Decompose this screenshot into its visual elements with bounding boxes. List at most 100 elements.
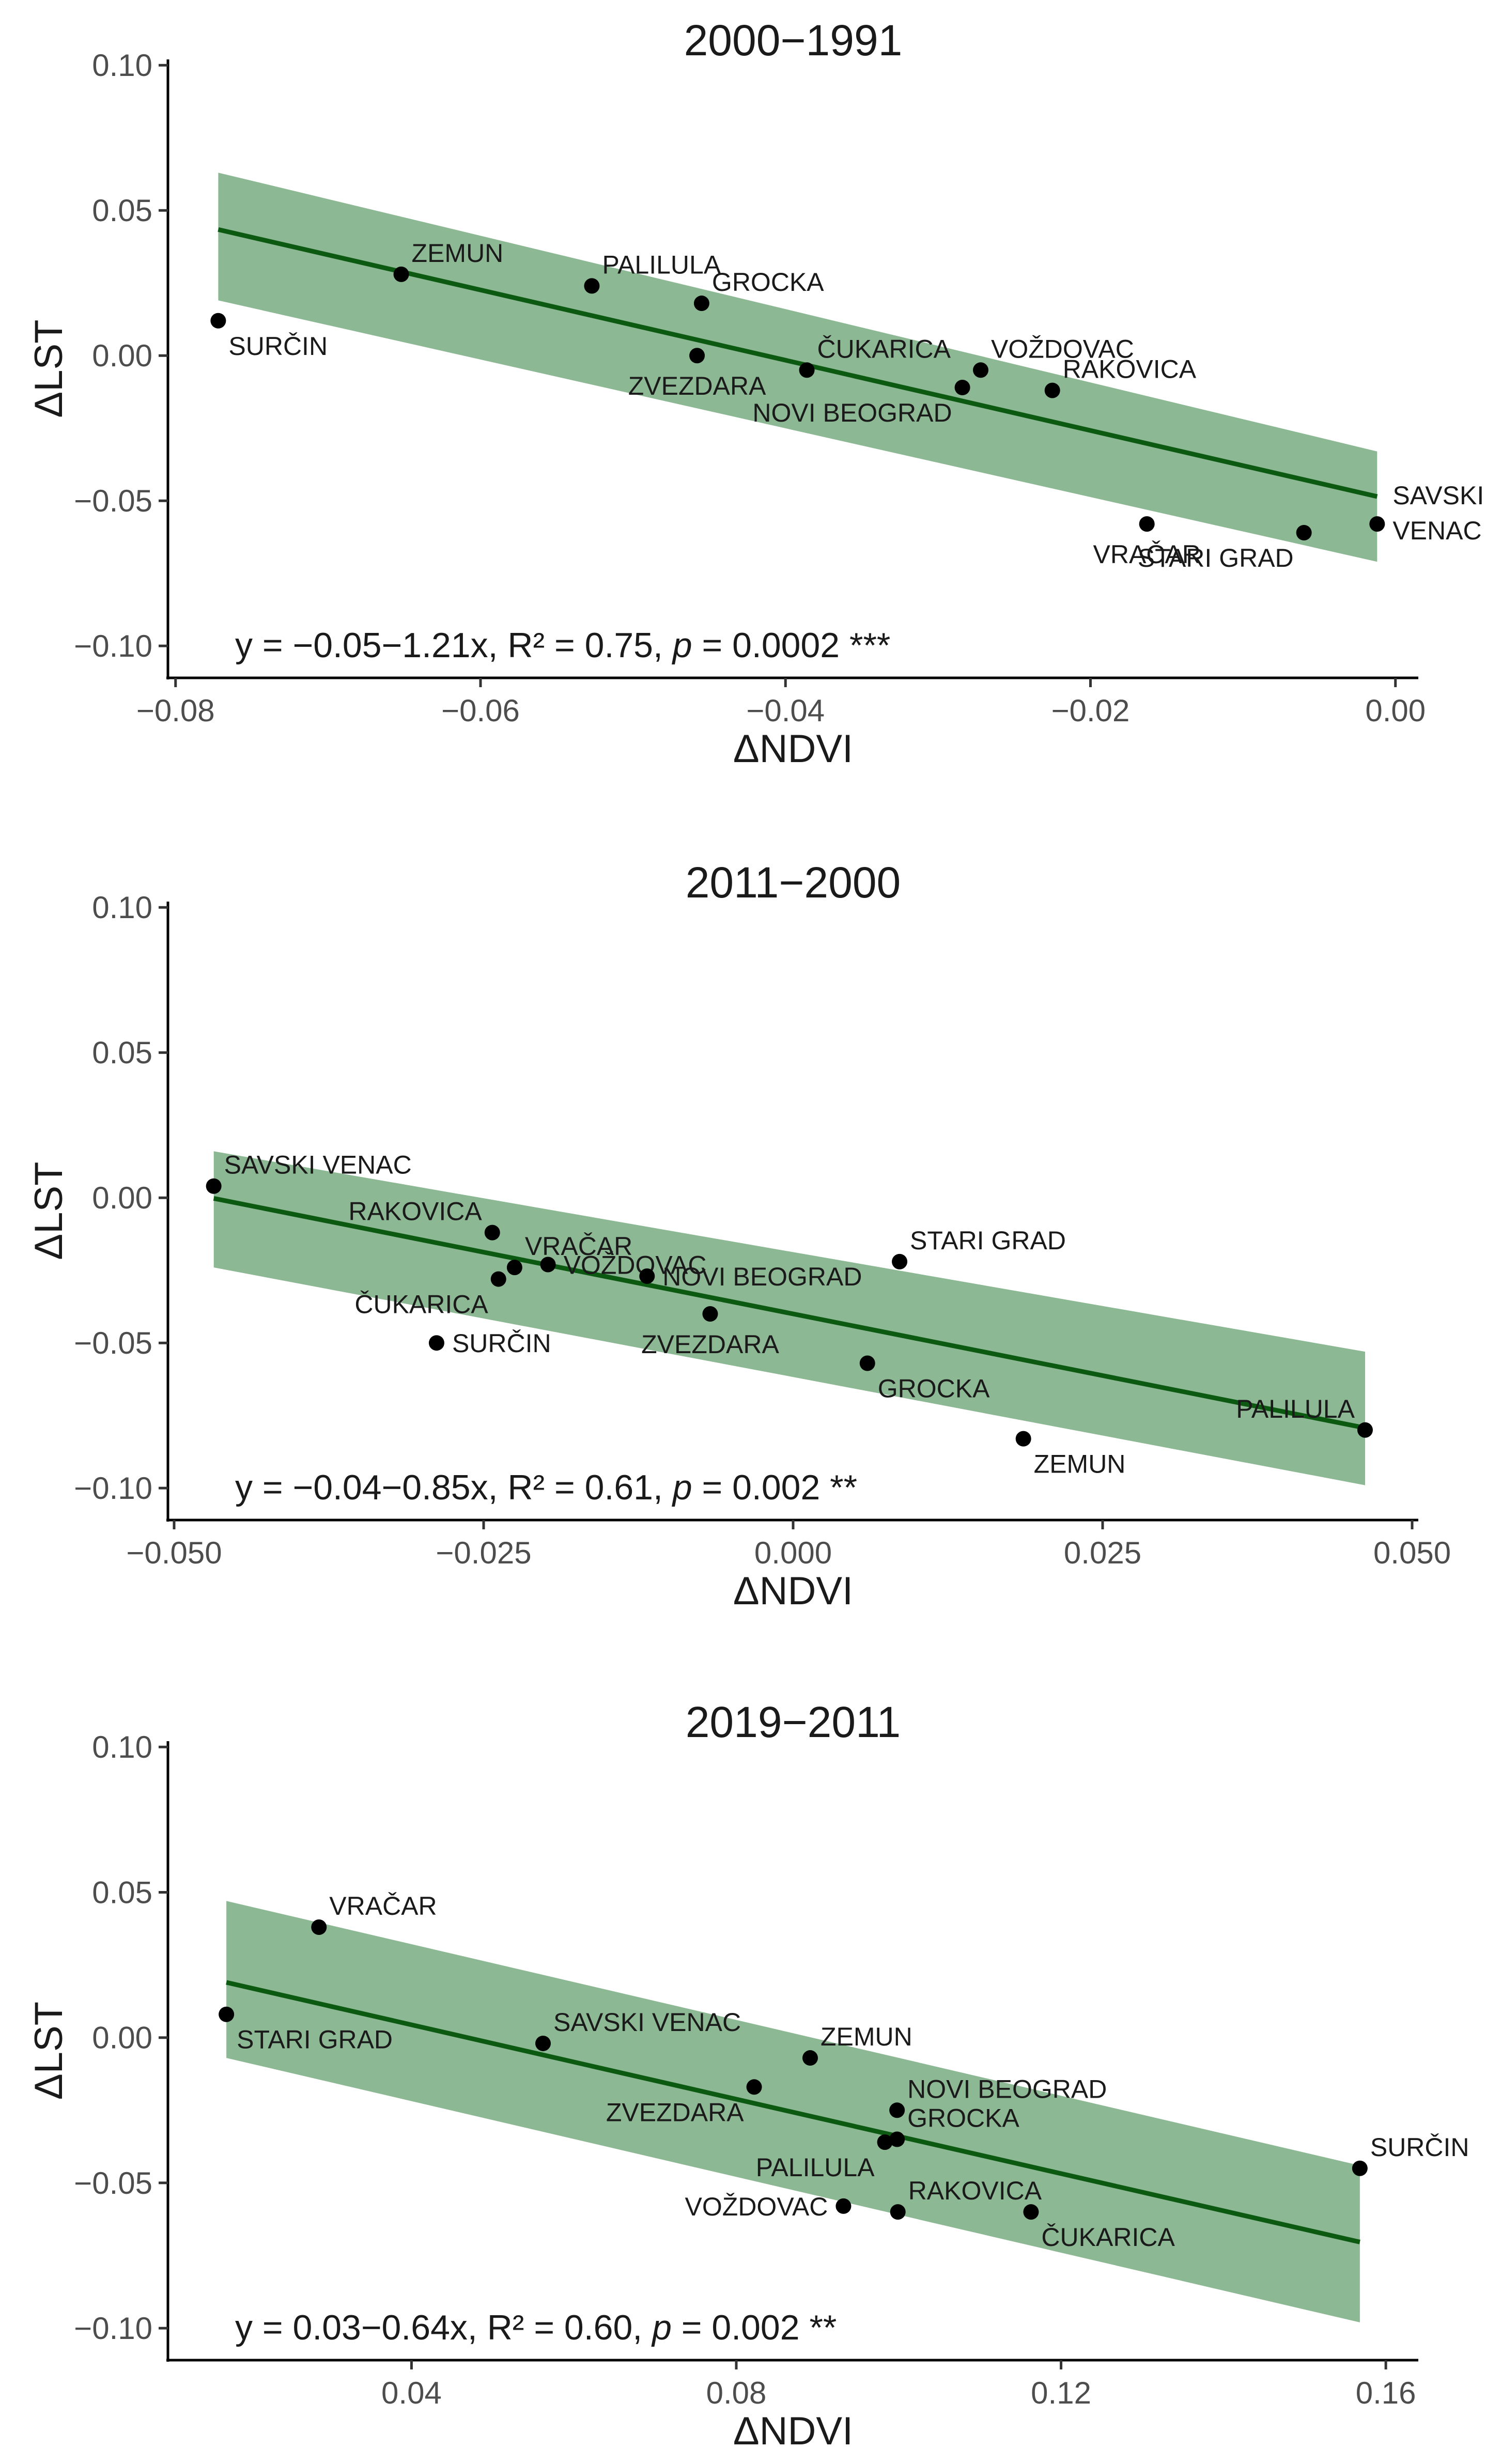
- data-point-novi-beograd: [639, 1268, 655, 1284]
- data-point-savski-venac: [206, 1178, 222, 1194]
- data-point-zemun: [1015, 1431, 1031, 1447]
- x-tick-label: 0.025: [1064, 1536, 1141, 1570]
- y-axis-title: ΔLST: [27, 319, 71, 417]
- regression-line: [226, 1980, 1360, 2244]
- data-point-savski-venac: [535, 2035, 551, 2051]
- x-tick-label: 0.12: [1031, 2376, 1091, 2410]
- point-label-vra-ar: VRAČAR: [525, 1232, 632, 1261]
- point-label-vo-dovac: VOŽDOVAC: [685, 2192, 828, 2221]
- data-point-rakovica: [890, 2204, 906, 2220]
- regression-line: [218, 227, 1378, 499]
- chart-panel-3: 0.10 0.05 0.00 −0.05 −0.10 0.04 0.08 0.12 0.16 20…: [27, 1698, 1469, 2453]
- y-axis-title: ΔLST: [27, 2002, 71, 2100]
- y-axis-title: ΔLST: [27, 1161, 71, 1260]
- y-tick-label: −0.10: [74, 2311, 152, 2346]
- data-point-vo-dovac: [835, 2198, 852, 2214]
- data-point-stari-grad: [219, 2006, 235, 2022]
- data-point-rakovica: [484, 1225, 500, 1241]
- y-tick-label: 0.10: [92, 1730, 152, 1764]
- point-label-stari-grad: STARI GRAD: [910, 1226, 1066, 1255]
- x-tick-label: 0.050: [1373, 1536, 1451, 1570]
- data-point-ukarica: [490, 1271, 506, 1287]
- data-point-palilula: [877, 2134, 893, 2150]
- point-label-zemun: ZEMUN: [1034, 1450, 1126, 1479]
- confidence-band: [218, 173, 1377, 562]
- data-point-vra-ar: [1139, 516, 1155, 532]
- y-tick-label: −0.05: [74, 2166, 152, 2200]
- point-label-vra-ar: VRAČAR: [329, 1892, 437, 1920]
- chart-title: 2000−1991: [684, 16, 903, 65]
- data-point-novi-beograd: [954, 380, 970, 396]
- chart-panel-1: 0.10 0.05 0.00 −0.05 −0.10 −0.08 −0.06 −0.04 −0.…: [27, 16, 1484, 771]
- data-point-sur-in: [210, 313, 226, 329]
- data-point-zvezdara: [746, 2079, 762, 2095]
- point-label-zemun: ZEMUN: [821, 2022, 912, 2051]
- x-tick-label: −0.02: [1051, 693, 1130, 728]
- chart-title: 2019−2011: [686, 1698, 901, 1746]
- x-tick-label: −0.025: [436, 1536, 531, 1570]
- point-label-savski-venac: SAVSKI VENAC: [553, 2008, 741, 2037]
- point-label-palilula: PALILULA: [756, 2153, 875, 2182]
- y-tick-label: 0.10: [92, 48, 152, 83]
- point-label-sur-in: SURČIN: [1370, 2133, 1469, 2162]
- x-tick-label: 0.04: [381, 2376, 442, 2410]
- confidence-band: [213, 1151, 1366, 1485]
- point-label-novi-beograd: NOVI BEOGRAD: [662, 1262, 862, 1291]
- point-label-zvezdara: ZVEZDARA: [606, 2098, 744, 2127]
- chart-panel-2: 0.10 0.05 0.00 −0.05 −0.10 −0.050 −0.025 0.000 0…: [27, 858, 1451, 1613]
- point-label-rakovica: RAKOVICA: [908, 2176, 1042, 2205]
- point-label-palilula: PALILULA: [1236, 1394, 1355, 1423]
- regression-equation: y = −0.05−1.21x, R² = 0.75, p = 0.0002 *…: [235, 626, 890, 665]
- point-label-ukarica: ČUKARICA: [354, 1290, 488, 1319]
- point-label-grocka: GROCKA: [878, 1374, 990, 1403]
- point-label-grocka: GROCKA: [907, 2104, 1019, 2133]
- data-point-sur-in: [428, 1335, 444, 1351]
- y-tick-label: −0.10: [74, 1471, 152, 1506]
- x-tick-label: −0.08: [136, 693, 215, 728]
- data-point-grocka: [859, 1355, 875, 1371]
- point-label-grocka: GROCKA: [712, 268, 824, 297]
- data-point-sur-in: [1352, 2160, 1368, 2176]
- data-point-palilula: [1357, 1422, 1373, 1438]
- x-axis-title: ΔNDVI: [733, 727, 853, 771]
- y-tick-label: 0.00: [92, 338, 152, 373]
- x-tick-label: 0.000: [754, 1536, 832, 1570]
- point-label-vo-dovac: VOŽDOVAC: [991, 334, 1134, 363]
- data-point-ukarica: [1023, 2204, 1039, 2220]
- point-label-sur-in: SURČIN: [228, 332, 328, 361]
- point-label-stari-grad: STARI GRAD: [237, 2025, 393, 2054]
- point-label-savski-venac: SAVSKI VENAC: [224, 1151, 412, 1180]
- data-point-stari-grad: [892, 1253, 908, 1269]
- point-label-sur-in: SURČIN: [452, 1329, 551, 1358]
- y-tick-label: −0.10: [74, 629, 152, 663]
- x-tick-label: 0.16: [1356, 2376, 1416, 2410]
- x-axis-title: ΔNDVI: [733, 1569, 853, 1613]
- regression-line: [213, 1196, 1366, 1431]
- point-label-novi-beograd: NOVI BEOGRAD: [752, 398, 952, 427]
- y-tick-label: 0.00: [92, 1181, 152, 1215]
- data-point-stari-grad: [1296, 525, 1312, 541]
- point-label-stari-grad: STARI GRAD: [1138, 544, 1294, 572]
- point-label-zvezdara: ZVEZDARA: [628, 371, 766, 400]
- x-tick-label: 0.00: [1365, 693, 1426, 728]
- point-label-vo-dovac: VOŽDOVAC: [564, 1250, 707, 1279]
- point-label-ukarica: ČUKARICA: [817, 334, 951, 363]
- point-label-novi-beograd: NOVI BEOGRAD: [907, 2074, 1107, 2103]
- data-point-grocka: [889, 2131, 905, 2147]
- point-label-rakovica: RAKOVICA: [1063, 355, 1197, 384]
- point-label-zvezdara: ZVEZDARA: [641, 1330, 779, 1359]
- y-tick-label: 0.10: [92, 890, 152, 925]
- data-point-vra-ar: [311, 1919, 327, 1935]
- point-label-savski-venac: SAVSKI VENAC: [1392, 481, 1484, 545]
- data-point-vo-dovac: [973, 362, 988, 378]
- x-tick-label: −0.04: [746, 693, 825, 728]
- x-tick-label: −0.06: [441, 693, 520, 728]
- data-point-zemun: [802, 2050, 818, 2066]
- regression-equation: y = −0.04−0.85x, R² = 0.61, p = 0.002 **: [235, 1468, 857, 1507]
- data-point-savski-venac: [1369, 516, 1385, 532]
- data-point-ukarica: [799, 362, 815, 378]
- data-point-grocka: [693, 296, 709, 312]
- y-tick-label: −0.05: [74, 484, 152, 518]
- data-point-zvezdara: [702, 1306, 718, 1322]
